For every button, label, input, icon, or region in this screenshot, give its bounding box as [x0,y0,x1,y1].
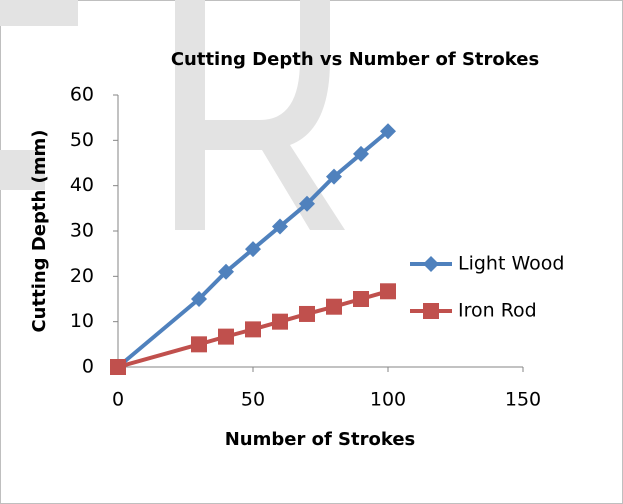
y-tick-label: 40 [70,174,94,196]
data-point [299,305,315,322]
y-tick-label: 10 [70,310,94,332]
y-tick-label: 50 [70,129,94,151]
data-point [326,298,342,315]
data-point [380,283,396,300]
legend-swatch-marker [423,256,439,272]
watermark-letter [175,0,345,230]
legend-label: Light Wood [458,253,564,275]
data-point [218,328,234,345]
x-axis-title: Number of Strokes [225,429,416,450]
data-point [272,313,288,330]
watermark [0,0,345,230]
data-point [299,195,315,212]
chart-title: Cutting Depth vs Number of Strokes [171,49,539,70]
x-tick-label: 50 [241,389,265,411]
y-axis-title: Cutting Depth (mm) [29,129,50,332]
data-point [380,123,396,140]
data-point [245,241,261,258]
x-tick-label: 0 [112,389,124,411]
y-tick-label: 20 [70,265,94,287]
y-tick-label: 30 [70,220,94,242]
data-point [353,291,369,307]
data-point [110,359,126,375]
data-point [218,263,234,280]
watermark-bar [0,0,78,26]
y-tick-label: 60 [70,84,94,106]
watermark-bar [0,150,45,190]
x-tick-label: 150 [505,389,541,411]
legend-swatch-marker [423,303,439,319]
x-tick-label: 100 [370,389,406,411]
legend-label: Iron Rod [458,300,537,322]
data-point [353,145,369,162]
y-tick-label: 0 [82,356,94,378]
data-point [326,168,342,185]
data-point [191,336,207,353]
data-point [272,218,288,235]
data-point [245,321,261,338]
data-point [191,291,207,307]
